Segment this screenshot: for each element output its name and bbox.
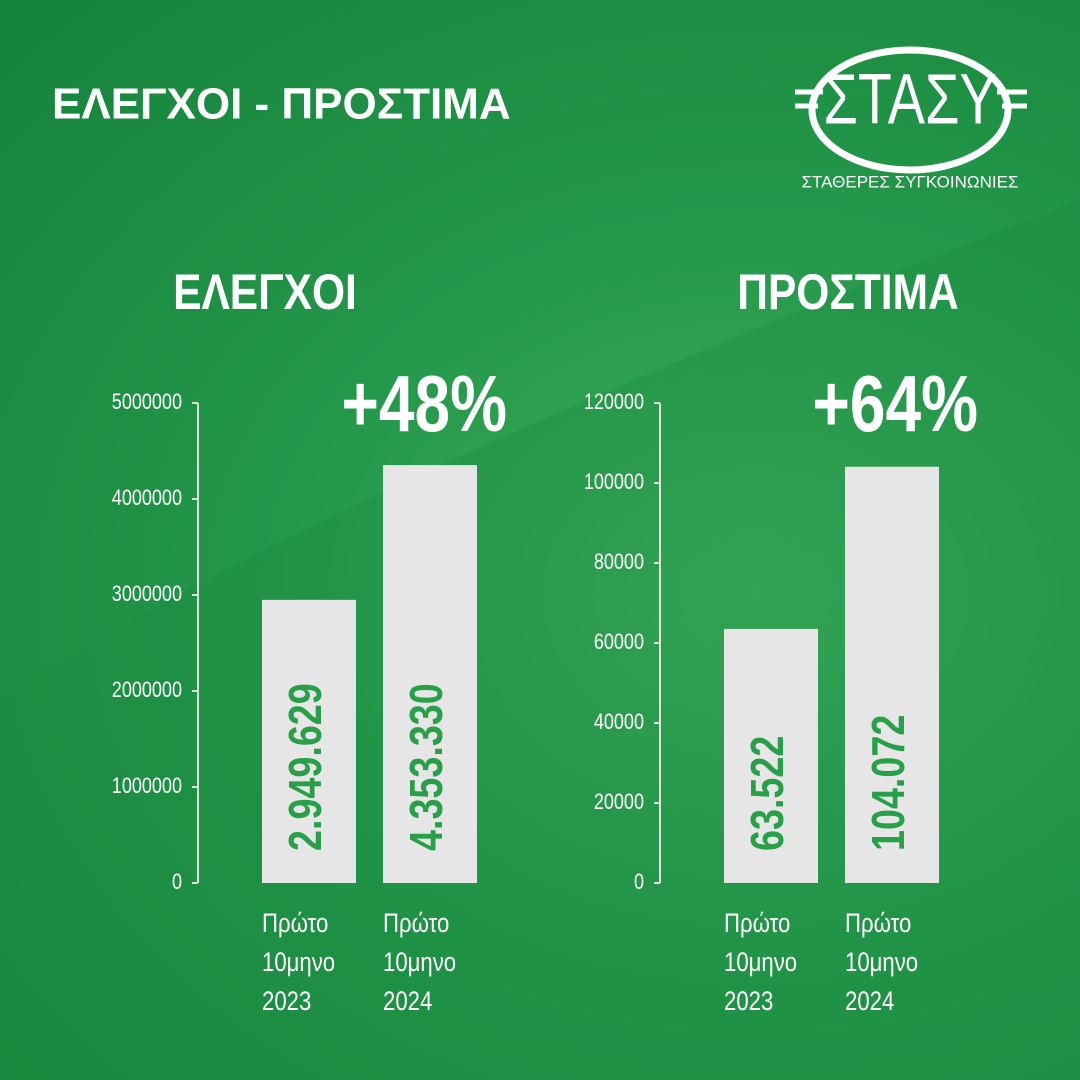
y-tick-label: 1000000 — [112, 774, 182, 798]
y-tick-label: 60000 — [594, 630, 644, 654]
value-label: 2.949.629 — [280, 683, 331, 851]
bar — [383, 465, 477, 883]
logo: ΣΤΑΣΥ ΣΤΑΘΕΡΕΣ ΣΥΓΚΟΙΝΩΝΙΕΣ — [795, 46, 1027, 191]
y-tick-label: 100000 — [584, 470, 644, 494]
y-tick-label: 0 — [172, 870, 182, 894]
page-title: ΕΛΕΓΧΟΙ - ΠΡΟΣΤΙΜΑ — [52, 80, 511, 129]
logo-text: ΣΤΑΣΥ — [823, 59, 996, 139]
value-label: 63.522 — [742, 736, 793, 851]
logo-subtitle: ΣΤΑΘΕΡΕΣ ΣΥΓΚΟΙΝΩΝΙΕΣ — [802, 172, 1019, 191]
x-tick-label: Πρώτο 10μηνο 2024 — [383, 908, 457, 1016]
bar — [262, 599, 356, 883]
y-tick-label: 3000000 — [112, 582, 182, 606]
y-tick-label: 4000000 — [112, 486, 182, 510]
y-tick-label: 0 — [634, 870, 644, 894]
value-label: 4.353.330 — [401, 683, 452, 851]
y-tick-label: 120000 — [584, 390, 644, 414]
y-tick-label: 80000 — [594, 550, 644, 574]
annotation: +64% — [813, 359, 978, 448]
x-tick-label: Πρώτο 10μηνο 2023 — [724, 908, 798, 1016]
chart-title: ΕΛΕΓΧΟΙ — [173, 264, 357, 320]
chart-title: ΠΡΟΣΤΙΜΑ — [737, 264, 958, 320]
bar — [724, 628, 818, 883]
value-label: 104.072 — [863, 715, 914, 851]
x-tick-label: Πρώτο 10μηνο 2023 — [262, 908, 336, 1016]
annotation: +48% — [342, 359, 507, 448]
bar — [845, 466, 939, 883]
y-tick-label: 40000 — [594, 710, 644, 734]
x-tick-label: Πρώτο 10μηνο 2024 — [845, 908, 919, 1016]
y-tick-label: 5000000 — [112, 390, 182, 414]
y-tick-label: 2000000 — [112, 678, 182, 702]
y-tick-label: 20000 — [594, 790, 644, 814]
